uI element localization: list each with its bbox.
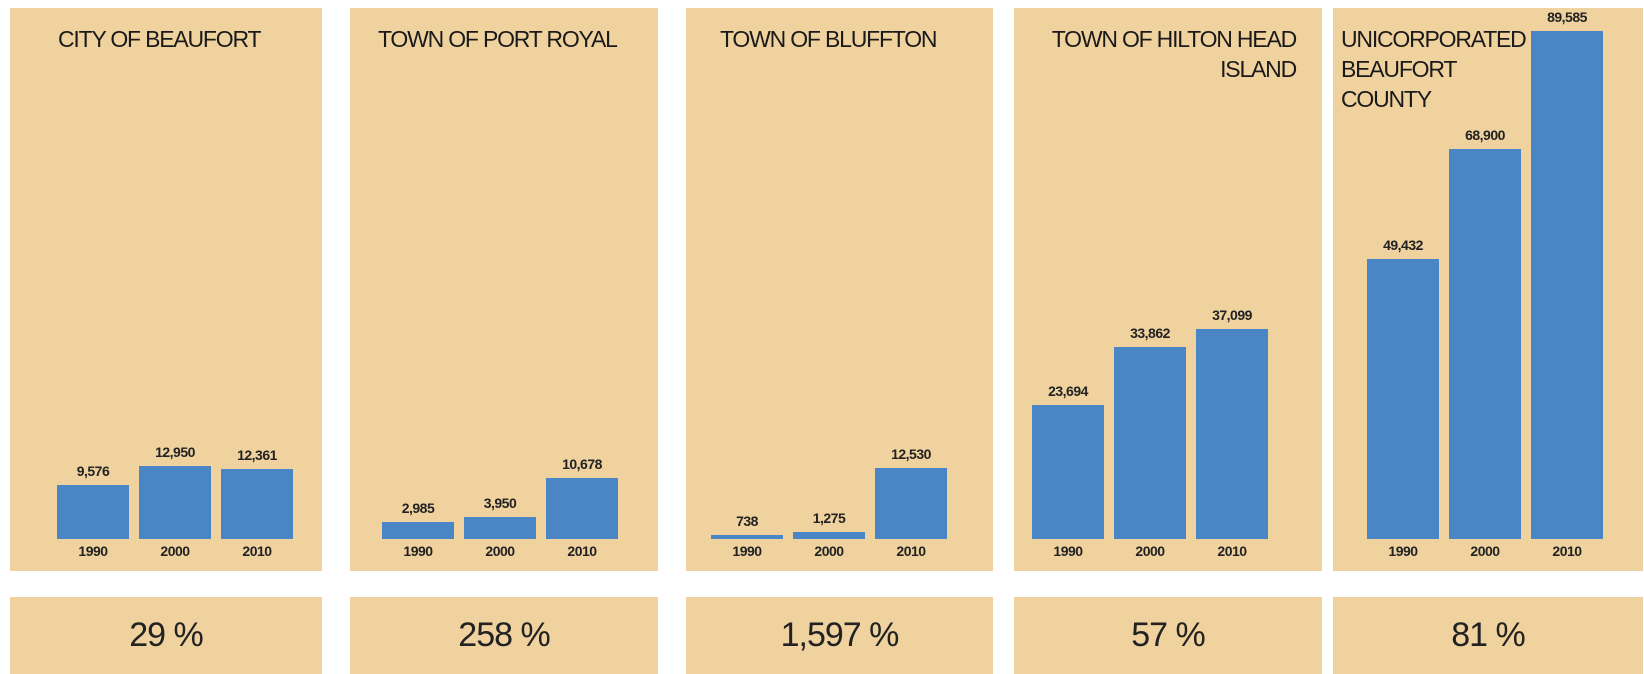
bar xyxy=(1032,404,1104,539)
x-tick-label: 2000 xyxy=(1470,543,1500,559)
bar xyxy=(221,468,293,539)
bar xyxy=(711,534,783,539)
x-tick-label: 2010 xyxy=(1552,543,1582,559)
bar xyxy=(793,531,865,539)
value-label: 68,900 xyxy=(1465,126,1505,143)
value-label: 23,694 xyxy=(1048,382,1088,399)
x-tick-label: 2010 xyxy=(242,543,272,559)
x-tick-label: 2010 xyxy=(567,543,597,559)
chart-title: TOWN OF PORT ROYAL xyxy=(378,26,618,52)
chart-title: TOWN OF BLUFFTON xyxy=(720,26,938,52)
change-box: 81 % xyxy=(1333,597,1643,674)
bar xyxy=(1114,347,1186,539)
chart-panel: CITY OF BEAUFORT 9,576 1990 12,950 2000 12,36… xyxy=(10,8,322,571)
change-box: 1,597 % xyxy=(686,597,993,674)
value-label: 33,862 xyxy=(1130,325,1170,342)
x-tick-label: 1990 xyxy=(403,543,433,559)
bar xyxy=(1449,148,1521,539)
chart-panel: TOWN OF PORT ROYAL 2,985 1990 3,950 2000 10,6… xyxy=(350,8,658,571)
x-tick-label: 1990 xyxy=(1388,543,1418,559)
x-tick-label: 2000 xyxy=(814,543,844,559)
change-box: 29 % xyxy=(10,597,322,674)
bar xyxy=(1531,31,1603,539)
bar xyxy=(546,478,618,539)
bar xyxy=(875,467,947,539)
value-label: 9,576 xyxy=(76,462,110,479)
x-tick-label: 2000 xyxy=(485,543,515,559)
chart-title: TOWN OF HILTON HEAD ISLAND xyxy=(1051,26,1297,82)
chart-panel: UNICORPORATED BEAUFORT COUNTY 49,432 1990 6… xyxy=(1333,8,1643,571)
bar xyxy=(57,484,129,539)
bar xyxy=(464,516,536,539)
value-label: 49,432 xyxy=(1383,236,1423,253)
x-tick-label: 1990 xyxy=(732,543,762,559)
value-label: 37,099 xyxy=(1212,306,1252,323)
value-label: 12,950 xyxy=(155,443,195,460)
chart-title: CITY OF BEAUFORT xyxy=(58,26,262,52)
bar xyxy=(1196,328,1268,539)
value-label: 10,678 xyxy=(562,456,602,473)
x-tick-label: 2000 xyxy=(160,543,190,559)
x-tick-label: 1990 xyxy=(1053,543,1083,559)
value-label: 3,950 xyxy=(483,494,517,511)
x-tick-label: 1990 xyxy=(78,543,108,559)
change-box: 258 % xyxy=(350,597,658,674)
bar xyxy=(1367,258,1439,539)
x-tick-label: 2010 xyxy=(1217,543,1247,559)
x-tick-label: 2010 xyxy=(896,543,926,559)
chart-title: UNICORPORATED BEAUFORT COUNTY xyxy=(1341,26,1527,112)
value-label: 89,585 xyxy=(1547,9,1587,26)
change-box: 57 % xyxy=(1014,597,1322,674)
bar xyxy=(382,522,454,539)
value-label: 738 xyxy=(736,512,758,529)
bar xyxy=(139,465,211,539)
value-label: 2,985 xyxy=(401,500,435,517)
chart-panel: TOWN OF HILTON HEAD ISLAND 23,694 1990 33,8… xyxy=(1014,8,1322,571)
x-tick-label: 2000 xyxy=(1135,543,1165,559)
chart-panel: TOWN OF BLUFFTON 738 1990 1,275 2000 12,530 20… xyxy=(686,8,993,571)
value-label: 1,275 xyxy=(812,509,846,526)
value-label: 12,361 xyxy=(237,446,277,463)
value-label: 12,530 xyxy=(891,445,931,462)
